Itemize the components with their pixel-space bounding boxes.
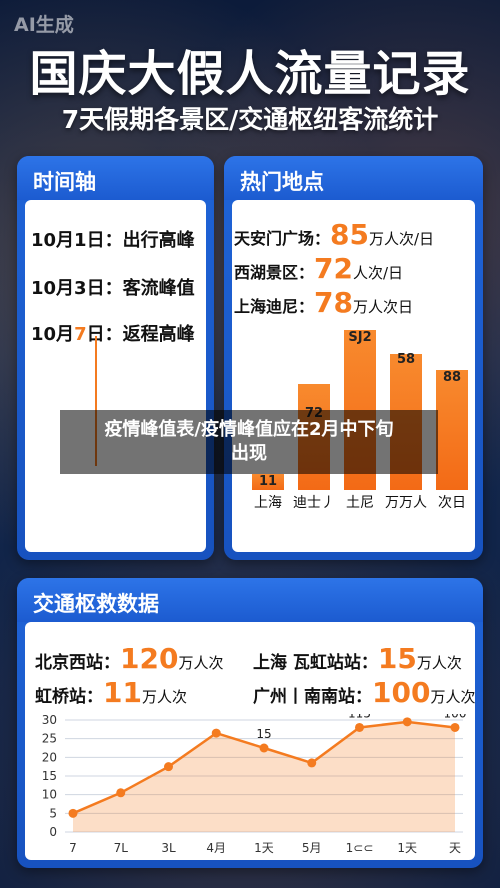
y-tick-label: 5 bbox=[49, 806, 57, 820]
timeline-item: 10月7日：返程高峰 bbox=[31, 324, 195, 345]
hotspots-card: 热门地点 天安门广场：85万人次/日 西湖景区：72人次/日 上海迪尼：78万人… bbox=[224, 156, 483, 560]
watermark: AI生成 bbox=[14, 14, 74, 36]
bar-value-label: 11 bbox=[258, 474, 278, 489]
bar-category-label: 土尼 bbox=[346, 495, 374, 511]
data-label: 100 bbox=[444, 714, 467, 720]
x-tick-label: 5月 bbox=[302, 841, 322, 855]
bar-category-label: 上海 bbox=[254, 495, 282, 511]
hotspot-item: 天安门广场：85万人次/日 bbox=[234, 218, 435, 251]
data-point bbox=[211, 728, 221, 738]
data-label: 15 bbox=[256, 727, 271, 741]
y-tick-label: 15 bbox=[42, 769, 57, 783]
timeline-connector bbox=[95, 336, 97, 466]
page-subtitle: 7天假期各景区/交通枢纽客流统计 bbox=[61, 105, 439, 134]
x-tick-label: 7L bbox=[114, 841, 129, 855]
transport-line-chart: 0 5 10 15 20 25 30 7 7L 3L 4月 1天 5月 1⊂⊂ 1天 天 15 115 100 bbox=[42, 714, 467, 855]
data-point bbox=[355, 722, 364, 732]
y-tick-label: 30 bbox=[42, 714, 57, 727]
x-tick-label: 天 bbox=[449, 841, 461, 855]
caption-overlay: 疫情峰值表/疫情峰值应在2月中下旬 出现 bbox=[60, 410, 438, 474]
timeline-item: 10月1日：出行高峰 bbox=[31, 230, 195, 251]
transport-stat: 虹桥站：11万人次 bbox=[35, 676, 187, 709]
x-tick-label: 1天 bbox=[254, 841, 274, 855]
chart-bar bbox=[436, 370, 468, 490]
data-point bbox=[307, 758, 317, 768]
data-point bbox=[116, 788, 126, 798]
y-tick-label: 0 bbox=[49, 825, 57, 839]
hotspot-item: 西湖景区：72人次/日 bbox=[234, 252, 404, 285]
bar-value-label: 58 bbox=[396, 352, 416, 367]
bar-category-label: 次日 bbox=[438, 495, 466, 511]
transport-body bbox=[25, 622, 475, 860]
y-tick-label: 20 bbox=[42, 750, 57, 764]
transport-stat: 上海 瓦虹站站：15万人次 bbox=[253, 642, 462, 675]
bar-category-label: 迪士丿 bbox=[293, 495, 335, 511]
area-fill bbox=[73, 721, 455, 832]
timeline-heading: 时间轴 bbox=[17, 156, 214, 200]
caption-line-1: 疫情峰值表/疫情峰值应在2月中下旬 bbox=[104, 419, 394, 440]
data-point bbox=[259, 743, 269, 753]
caption-line-2: 出现 bbox=[231, 443, 267, 464]
timeline-item: 10月3日：客流峰值 bbox=[31, 278, 195, 299]
data-point bbox=[68, 808, 78, 818]
transport-card: 交通枢救数据 北京西站：120万人次 上海 瓦虹站站：15万人次 虹桥站：11万… bbox=[17, 578, 483, 868]
bar-value-label: 88 bbox=[442, 370, 462, 385]
page-title: 国庆大假人流量记录 bbox=[29, 46, 471, 102]
x-tick-label: 4月 bbox=[206, 841, 226, 855]
bar-category-label: 万万人 bbox=[385, 495, 427, 511]
hotspot-item: 上海迪尼：78万人次日 bbox=[234, 286, 413, 319]
timeline-card: 时间轴 10月1日：出行高峰 10月3日：客流峰值 10月7日：返程高峰 bbox=[17, 156, 214, 560]
transport-stat: 广州丨南南站：100万人次 bbox=[253, 676, 476, 709]
data-point bbox=[164, 762, 173, 772]
transport-stat: 北京西站：120万人次 bbox=[35, 642, 224, 675]
x-tick-label: 1⊂⊂ bbox=[346, 841, 374, 855]
data-point bbox=[402, 717, 412, 727]
y-tick-label: 25 bbox=[42, 732, 57, 746]
y-tick-label: 10 bbox=[42, 788, 57, 802]
x-tick-label: 7 bbox=[69, 841, 77, 855]
transport-heading: 交通枢救数据 bbox=[17, 578, 483, 622]
data-point bbox=[450, 722, 460, 732]
x-tick-label: 3L bbox=[161, 841, 176, 855]
timeline-body bbox=[25, 200, 206, 552]
data-label: 115 bbox=[348, 714, 371, 720]
hotspots-heading: 热门地点 bbox=[224, 156, 483, 200]
chart-bar bbox=[252, 474, 284, 490]
x-tick-label: 1天 bbox=[397, 841, 417, 855]
bar-value-label: SJ2 bbox=[348, 330, 372, 345]
